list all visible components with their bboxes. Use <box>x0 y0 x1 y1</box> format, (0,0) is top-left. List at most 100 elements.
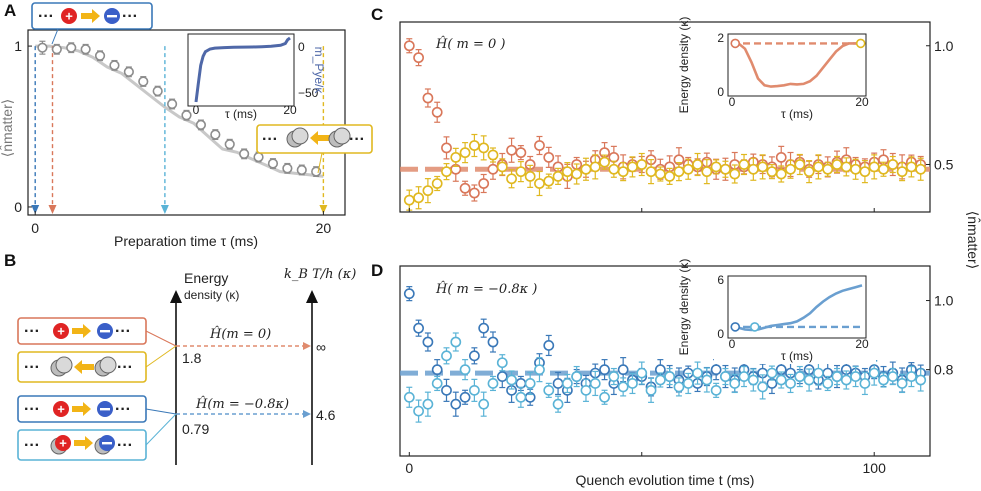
q3-s1-p43 <box>803 374 815 386</box>
q2-s1-p41 <box>785 163 796 175</box>
state-box-yellow-dots-left: ··· <box>24 359 40 376</box>
q3-s1-p16 <box>552 398 564 410</box>
q3-s1-p8 <box>478 398 490 410</box>
panel-a-inset-ylabel: m_Pye/κ <box>312 47 326 95</box>
q3-s1-p45 <box>822 378 834 389</box>
a-inset-xtick-0: 0 <box>193 103 200 117</box>
q2-s1-p4 <box>441 166 452 178</box>
q3-s0-p2 <box>422 336 434 348</box>
q2-s1-p22 <box>608 163 620 175</box>
panel-d-inset-ylabel: Energy density (κ) <box>677 259 691 356</box>
a-point-13 <box>224 139 235 150</box>
q2-s1-p28 <box>664 170 676 182</box>
marker-arrowhead-0 <box>31 205 40 214</box>
shared-right-ylabel: ⟨n̂matter⟩ <box>965 211 981 269</box>
panel-a-xlabel: Preparation time τ (ms) <box>114 233 258 249</box>
q2-s1-p50 <box>868 161 880 173</box>
q3-s1-p55 <box>915 374 927 386</box>
q3-s1-p1 <box>413 405 424 417</box>
a-point-6 <box>123 66 134 77</box>
right-ytick-0.5: 0.5 <box>934 157 954 173</box>
q3-s1-p23 <box>617 381 629 393</box>
q3-s1-p2 <box>422 398 434 410</box>
a-point-14 <box>239 148 250 159</box>
q2-s1-p54 <box>906 161 917 173</box>
q3-s1-p27 <box>654 374 666 386</box>
q2-s1-p36 <box>738 159 750 170</box>
q3-s1-p4 <box>441 350 452 362</box>
panel-label-d: D <box>371 261 383 280</box>
panel-a-frame <box>27 29 346 216</box>
q2-s0-p12 <box>515 147 527 159</box>
q2-s0-p0 <box>403 40 415 52</box>
q2-s0-p15 <box>543 151 555 163</box>
q3-s1-p40 <box>775 374 787 386</box>
a-xtick-20: 20 <box>316 220 332 236</box>
inset-energy-curve <box>732 42 862 88</box>
q3-s1-p30 <box>682 378 694 389</box>
panel-c-frame <box>399 21 931 213</box>
q2-s1-p23 <box>617 166 629 178</box>
xtick-0: 0 <box>405 460 413 476</box>
q2-s1-p27 <box>654 168 666 180</box>
panel-d-chart: 0.8 1.0 0 100 Ĥ( m = −0.8κ ) 0 20 0 6 τ (ms) E… <box>399 259 954 488</box>
q3-s1-p20 <box>589 378 601 389</box>
q3-s0-p8 <box>478 322 490 334</box>
marker-arrowhead-3 <box>319 205 328 214</box>
q2-s1-p7 <box>468 140 480 151</box>
q3-s1-p46 <box>831 371 843 382</box>
state-box-light-blue-dots-right: ··· <box>117 437 133 454</box>
q2-s1-p31 <box>692 159 703 170</box>
q2-s1-p47 <box>840 161 852 173</box>
inset-xtick-20: 20 <box>855 95 869 109</box>
panel-c-data: 0.5 1.0 <box>400 38 954 212</box>
q3-s1-p34 <box>720 371 731 382</box>
a-xtick-0: 0 <box>31 220 39 236</box>
marker-arrowhead-1 <box>48 205 57 214</box>
panel-c-title: Ĥ( m = 0 ) <box>435 36 506 52</box>
arrow-left-icon <box>310 131 330 145</box>
q3-s1-p36 <box>738 371 750 382</box>
q2-s1-p29 <box>673 166 685 178</box>
right-ytick-1.0: 1.0 <box>934 38 954 54</box>
q3-s1-p53 <box>896 378 908 389</box>
q2-s0-p14 <box>534 140 545 151</box>
q3-s1-p31 <box>692 367 703 379</box>
q3-s1-p29 <box>673 381 685 393</box>
panel-a-legend-final: ··· ··· <box>256 124 373 154</box>
q2-s1-p55 <box>915 163 927 175</box>
q3-s1-p9 <box>487 378 499 389</box>
q2-s1-p46 <box>831 159 843 170</box>
a-point-1 <box>51 44 62 55</box>
q2-s1-p20 <box>589 161 601 173</box>
q2-s1-p37 <box>747 163 759 175</box>
state-box-dark-blue: ··· + ··· <box>17 395 147 423</box>
q3-s0-p4 <box>441 384 452 396</box>
inset-start-marker <box>730 322 741 332</box>
q2-s1-p0 <box>403 194 415 206</box>
m08-energy-value: 0.79 <box>182 421 209 437</box>
a-point-3 <box>80 44 91 55</box>
q3-s1-p14 <box>534 364 545 376</box>
inset-start-marker <box>730 38 741 49</box>
q2-s1-p8 <box>478 142 490 154</box>
q2-s1-p6 <box>459 147 471 159</box>
svg-text:+: + <box>57 324 65 339</box>
q3-s1-p38 <box>757 381 769 393</box>
q2-s0-p7 <box>468 187 480 199</box>
q3-s1-p32 <box>701 374 713 386</box>
a-point-2 <box>66 42 77 53</box>
q3-s1-p10 <box>496 357 508 369</box>
svg-text:+: + <box>65 9 73 24</box>
m08-hamiltonian-label: Ĥ(m = −0.8κ) <box>195 396 289 412</box>
svg-text:+: + <box>59 436 67 451</box>
inset-ytick-0: 0 <box>717 85 724 99</box>
q2-s1-p18 <box>571 168 583 180</box>
panel-a-inset-xlabel: τ (ms) <box>225 107 257 121</box>
inset-xtick-0: 0 <box>729 95 736 109</box>
q2-s1-p19 <box>580 163 592 175</box>
q3-s1-p41 <box>785 378 796 389</box>
q2-s0-p2 <box>422 92 434 104</box>
panel-label-b: B <box>4 251 16 270</box>
a-point-17 <box>282 163 293 174</box>
